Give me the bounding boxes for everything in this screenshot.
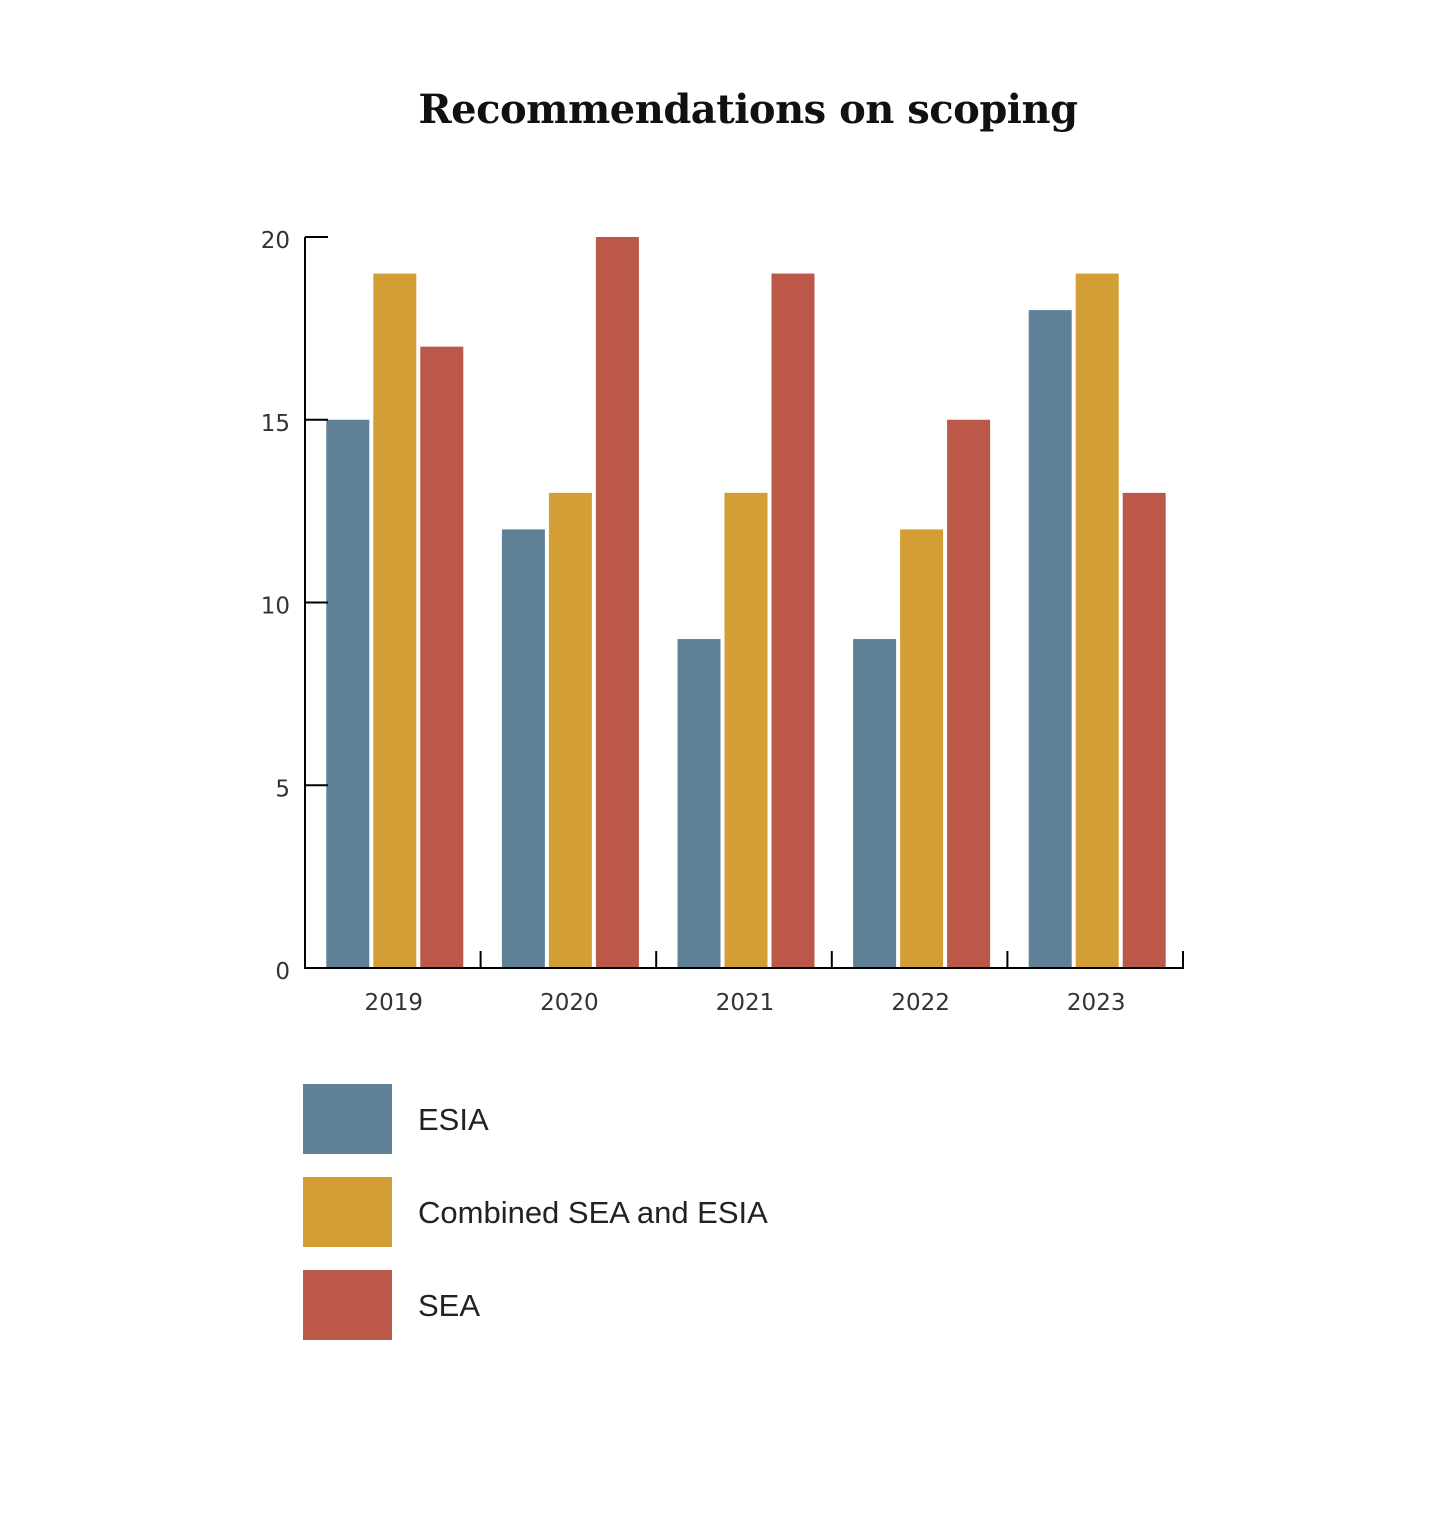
axes-layer [304,236,1184,969]
x-tick-label: 2020 [540,990,599,1016]
chart-title: Recommendations on scoping [418,86,1078,133]
bar-combined-sea-and-esia-2023 [1075,273,1119,968]
bar-esia-2023 [1028,310,1072,969]
legend-label-combined: Combined SEA and ESIA [418,1195,768,1230]
bar-chart: 2019 2020 2021 2022 2023 0 5 10 15 20 [261,228,1184,1016]
bar-esia-2022 [853,639,897,968]
bar-combined-sea-and-esia-2020 [548,492,592,968]
legend-swatch-sea [303,1270,392,1340]
legend-swatch-combined [303,1177,392,1247]
y-tick-label: 20 [261,228,290,254]
x-tick-label: 2021 [716,990,775,1016]
y-tick-label: 10 [261,594,290,620]
legend-swatch-esia [303,1084,392,1154]
y-tick-label: 15 [261,411,290,437]
x-tick-label: 2023 [1067,990,1126,1016]
bar-sea-2021 [771,273,815,968]
legend-label-esia: ESIA [418,1102,489,1137]
bar-combined-sea-and-esia-2019 [373,273,417,968]
labels-layer: 2019 2020 2021 2022 2023 0 5 10 15 20 [261,228,1126,1016]
x-tick-label: 2022 [891,990,950,1016]
bar-sea-2019 [420,346,464,968]
bar-esia-2021 [677,639,721,968]
bar-esia-2020 [501,529,545,968]
y-tick-label: 0 [275,959,290,985]
x-tick-label: 2019 [365,990,424,1016]
bar-combined-sea-and-esia-2021 [724,492,768,968]
bars-layer [326,237,1166,969]
bar-esia-2019 [326,419,370,968]
y-tick-label: 5 [275,776,290,802]
bar-sea-2023 [1122,492,1166,968]
bar-combined-sea-and-esia-2022 [900,529,944,968]
legend-label-sea: SEA [418,1288,481,1323]
bar-sea-2020 [595,237,639,968]
bar-sea-2022 [947,419,991,968]
